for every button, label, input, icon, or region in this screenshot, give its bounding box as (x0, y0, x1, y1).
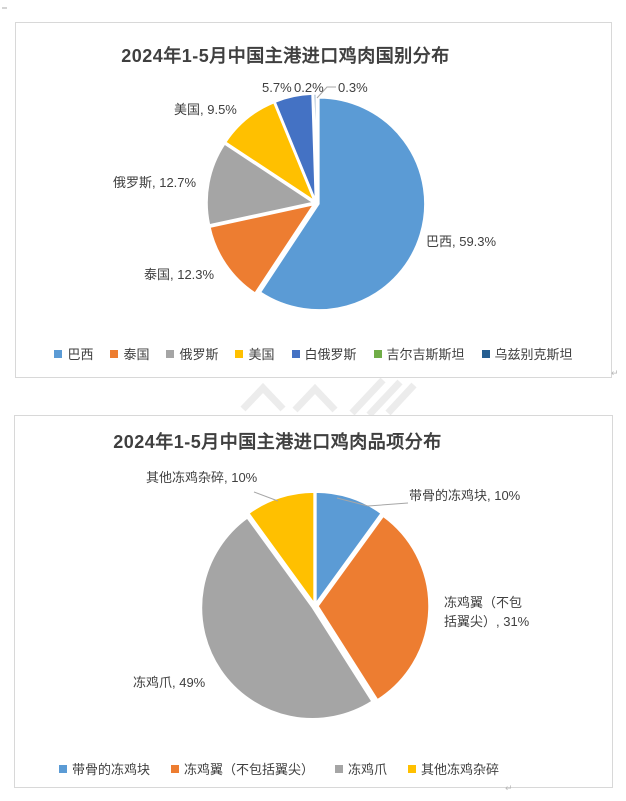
chart-title: 2024年1-5月中国主港进口鸡肉国别分布 (121, 46, 450, 66)
pie-slice-巴西 (259, 97, 426, 311)
pie-label-belarus: 5.7% (262, 80, 292, 95)
legend-item: 其他冻鸡杂碎 (408, 759, 499, 778)
legend-label: 吉尔吉斯斯坦 (386, 347, 465, 362)
chart-title: 2024年1-5月中国主港进口鸡肉品项分布 (113, 432, 442, 452)
paragraph-return-mark: ↵ (611, 368, 619, 378)
legend-item: 巴西 (54, 344, 93, 363)
leader-line-other-offal (253, 491, 279, 502)
pie-label-kyrgyzstan: 0.2% (294, 80, 324, 95)
legend-item: 冻鸡爪 (335, 759, 387, 778)
product-pie-chart (200, 491, 430, 720)
leader-line-bone-in (336, 497, 409, 507)
legend-marker-icon (170, 764, 179, 773)
legend-label: 带骨的冻鸡块 (71, 762, 150, 777)
legend-item: 泰国 (110, 344, 149, 363)
legend-marker-icon (481, 349, 490, 358)
pie-label-wings: 冻鸡翼（不包括翼尖）, 31% (444, 595, 530, 629)
legend-label: 巴西 (67, 347, 94, 362)
legend-label: 其他冻鸡杂碎 (421, 762, 500, 777)
legend-label: 白俄罗斯 (304, 347, 357, 362)
country-pie-panel[interactable]: 2024年1-5月中国主港进口鸡肉国别分布 5.7% 0.2% 0.3% 美国,… (15, 22, 612, 378)
pie-slice-其他冻鸡杂碎 (247, 491, 315, 606)
legend-marker-icon (54, 349, 63, 358)
legend-item: 白俄罗斯 (291, 344, 357, 363)
pie-label-thailand: 泰国, 12.3% (144, 267, 215, 282)
pie-label-other-offal: 其他冻鸡杂碎, 10% (146, 470, 258, 485)
paragraph-return-mark: ↵ (505, 783, 513, 793)
leader-line-uzbekistan (316, 86, 336, 99)
pie-slice-冻鸡爪 (200, 516, 374, 720)
pie-slice-乌兹别克斯坦 (313, 93, 317, 201)
pie-label-feet: 冻鸡爪, 49% (133, 675, 206, 690)
pie-label-brazil: 巴西, 59.3% (426, 234, 497, 249)
legend-item: 带骨的冻鸡块 (58, 759, 150, 778)
pie-label-usa: 美国, 9.5% (174, 102, 237, 117)
legend-marker-icon (408, 764, 417, 773)
legend-marker-icon (235, 349, 244, 358)
legend-marker-icon (110, 349, 119, 358)
legend-label: 乌兹别克斯坦 (494, 347, 573, 362)
legend-item: 乌兹别克斯坦 (481, 344, 573, 363)
legend-label: 泰国 (123, 347, 150, 362)
legend-item: 吉尔吉斯斯坦 (373, 344, 465, 363)
legend-marker-icon (166, 349, 175, 358)
legend-item: 美国 (235, 344, 275, 363)
legend-item: 俄罗斯 (166, 344, 218, 363)
chart-legend: 巴西 泰国 俄罗斯 美国 白俄罗斯 吉尔吉斯斯坦 乌兹别克斯坦 (16, 344, 611, 363)
legend-marker-icon (373, 349, 382, 358)
pie-label-bone-in: 带骨的冻鸡块, 10% (409, 488, 521, 503)
legend-label: 冻鸡爪 (348, 762, 388, 777)
product-pie-panel[interactable]: 2024年1-5月中国主港进口鸡肉品项分布 其他冻鸡杂碎, 10% 带骨的冻鸡块… (14, 415, 613, 788)
legend-label: 冻鸡翼（不包括翼尖） (183, 762, 314, 777)
pie-label-russia: 俄罗斯, 12.7% (113, 175, 197, 190)
pie-slice-俄罗斯 (206, 142, 315, 226)
legend-marker-icon (58, 764, 67, 773)
pie-slice-美国 (224, 101, 316, 203)
pie-slice-冻鸡翼（不包括翼尖） (317, 515, 430, 701)
legend-label: 俄罗斯 (179, 347, 219, 362)
legend-marker-icon (335, 764, 343, 773)
legend-label: 美国 (248, 347, 275, 362)
pie-slice-带骨的冻鸡块 (315, 491, 383, 606)
legend-item: 冻鸡翼（不包括翼尖） (170, 759, 314, 778)
pie-slice-泰国 (209, 203, 316, 295)
chart-legend: 带骨的冻鸡块 冻鸡翼（不包括翼尖） 冻鸡爪 其他冻鸡杂碎 (15, 759, 612, 778)
legend-marker-icon (291, 349, 300, 358)
country-pie-chart (206, 86, 426, 311)
pie-label-uzbekistan: 0.3% (338, 80, 368, 95)
page-edge-mark (2, 7, 7, 9)
